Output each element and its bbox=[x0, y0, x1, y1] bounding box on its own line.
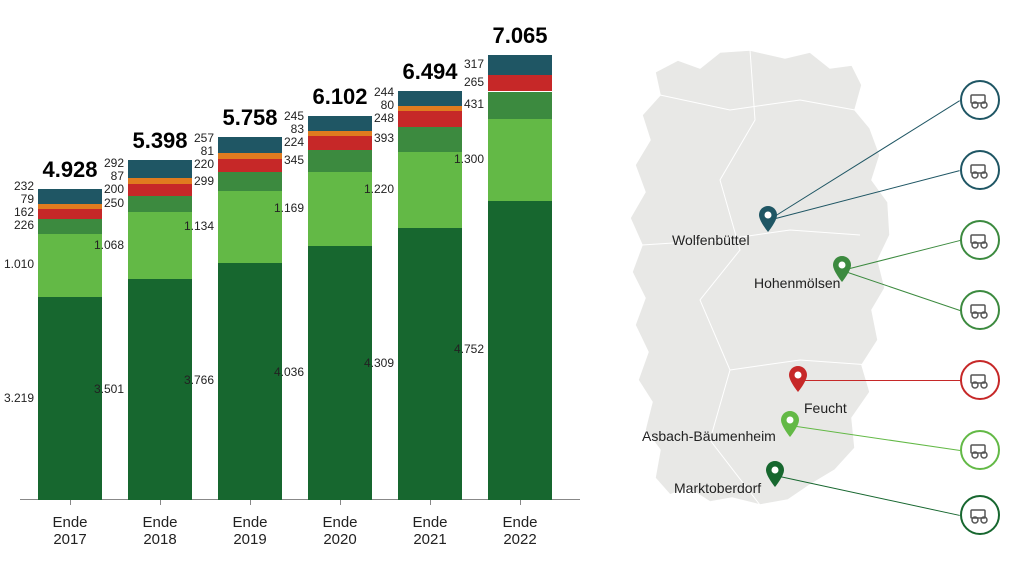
seg-label: 257 bbox=[174, 131, 214, 145]
x-axis-label: Ende2019 bbox=[205, 514, 295, 548]
seg-hohenmoelsen bbox=[218, 172, 282, 191]
seg-wolfenbuettel bbox=[488, 55, 552, 75]
seg-label: 431 bbox=[444, 97, 484, 111]
seg-label: 292 bbox=[84, 156, 124, 170]
seg-label: 4.036 bbox=[264, 365, 304, 379]
seg-label: 3.766 bbox=[174, 373, 214, 387]
x-axis-label: Ende2022 bbox=[475, 514, 565, 548]
seg-label: 248 bbox=[354, 111, 394, 125]
seg-label: 393 bbox=[354, 131, 394, 145]
bar-2022 bbox=[488, 55, 552, 500]
seg-label: 162 bbox=[0, 205, 34, 219]
product-icon bbox=[960, 495, 1000, 535]
product-icon bbox=[960, 80, 1000, 120]
x-axis-label: Ende2017 bbox=[25, 514, 115, 548]
seg-label: 232 bbox=[0, 179, 34, 193]
location-label: Wolfenbüttel bbox=[672, 232, 750, 248]
total-label: 7.065 bbox=[470, 23, 570, 49]
x-axis-label: Ende2018 bbox=[115, 514, 205, 548]
seg-label: 226 bbox=[0, 218, 34, 232]
germany-map-panel: Wolfenbüttel Hohenmölsen Feucht Asbach-Bäum… bbox=[600, 40, 1010, 540]
bar-2020 bbox=[308, 116, 372, 501]
seg-label: 81 bbox=[174, 144, 214, 158]
location-label: Asbach-Bäumenheim bbox=[642, 428, 776, 444]
product-icon bbox=[960, 430, 1000, 470]
seg-label: 1.169 bbox=[264, 201, 304, 215]
seg-label: 1.068 bbox=[84, 238, 124, 252]
seg-feucht bbox=[398, 111, 462, 127]
seg-hohenmoelsen bbox=[38, 219, 102, 233]
seg-label: 224 bbox=[264, 135, 304, 149]
map-pin-icon bbox=[789, 366, 807, 392]
seg-feucht bbox=[38, 209, 102, 219]
location-label: Hohenmölsen bbox=[754, 275, 840, 291]
seg-marktoberdorf bbox=[218, 263, 282, 500]
stacked-bar-chart: 4.9283.2191.01022616279232Ende20175.3983… bbox=[20, 20, 580, 560]
seg-label: 87 bbox=[84, 169, 124, 183]
seg-label: 4.752 bbox=[444, 342, 484, 356]
seg-marktoberdorf bbox=[398, 228, 462, 500]
seg-label: 1.220 bbox=[354, 182, 394, 196]
seg-hohenmoelsen bbox=[128, 196, 192, 212]
bar-2019 bbox=[218, 137, 282, 500]
seg-feucht bbox=[488, 75, 552, 92]
seg-asbach bbox=[488, 119, 552, 201]
seg-label: 79 bbox=[0, 192, 34, 206]
bar-2018 bbox=[128, 160, 192, 500]
product-icon bbox=[960, 220, 1000, 260]
seg-marktoberdorf bbox=[488, 201, 552, 500]
seg-hohenmoelsen bbox=[398, 127, 462, 152]
product-icon bbox=[960, 360, 1000, 400]
seg-label: 3.219 bbox=[0, 391, 34, 405]
seg-hohenmoelsen bbox=[488, 92, 552, 119]
location-label: Feucht bbox=[804, 400, 847, 416]
seg-label: 1.300 bbox=[444, 152, 484, 166]
product-icon bbox=[960, 150, 1000, 190]
seg-label: 1.010 bbox=[0, 257, 34, 271]
product-icon bbox=[960, 290, 1000, 330]
seg-marktoberdorf bbox=[308, 246, 372, 500]
seg-label: 1.134 bbox=[174, 219, 214, 233]
seg-label: 250 bbox=[84, 196, 124, 210]
seg-label: 3.501 bbox=[84, 382, 124, 396]
x-axis-label: Ende2020 bbox=[295, 514, 385, 548]
connector-line bbox=[798, 380, 960, 381]
seg-label: 245 bbox=[264, 109, 304, 123]
seg-label: 345 bbox=[264, 153, 304, 167]
seg-label: 83 bbox=[264, 122, 304, 136]
x-axis-label: Ende2021 bbox=[385, 514, 475, 548]
seg-label: 80 bbox=[354, 98, 394, 112]
seg-label: 4.309 bbox=[354, 356, 394, 370]
seg-label: 244 bbox=[354, 85, 394, 99]
seg-label: 220 bbox=[174, 157, 214, 171]
bar-2017 bbox=[38, 189, 102, 500]
seg-label: 317 bbox=[444, 57, 484, 71]
seg-hohenmoelsen bbox=[308, 150, 372, 172]
seg-marktoberdorf bbox=[128, 279, 192, 500]
seg-label: 200 bbox=[84, 182, 124, 196]
seg-marktoberdorf bbox=[38, 297, 102, 500]
seg-label: 265 bbox=[444, 75, 484, 89]
location-label: Marktoberdorf bbox=[674, 480, 761, 496]
seg-label: 299 bbox=[174, 174, 214, 188]
